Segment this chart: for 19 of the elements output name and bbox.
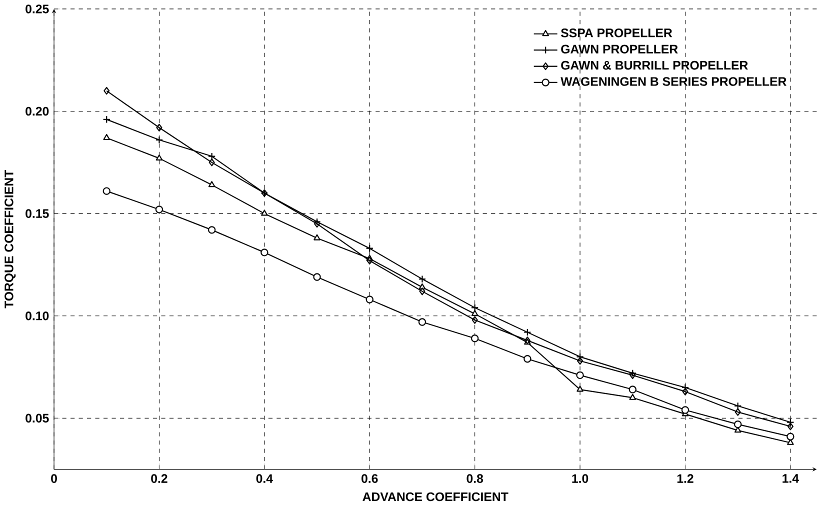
y-tick-label: 0.20 xyxy=(26,107,49,116)
y-tick-label: 0.15 xyxy=(26,209,49,218)
legend-label: SSPA PROPELLER xyxy=(560,28,672,38)
x-tick-label: 0.8 xyxy=(466,474,484,484)
x-tick-label: 0.4 xyxy=(256,474,273,484)
y-tick-label: 0.10 xyxy=(26,312,49,320)
legend-label: WAGENINGEN B SERIES PROPELLER xyxy=(560,77,786,86)
legend-label: GAWN & BURRILL PROPELLER xyxy=(561,61,748,70)
y-tick-label: 0.05 xyxy=(26,414,49,423)
x-tick-label: 1.2 xyxy=(677,474,694,483)
x-tick-label: 0.6 xyxy=(362,474,378,484)
x-axis-title: ADVANCE COEFFICIENT xyxy=(362,492,508,502)
y-axis-title: TORQUE COEFFICIENT xyxy=(4,170,16,308)
x-tick-label: 0.2 xyxy=(151,474,168,484)
y-tick-label: 0.25 xyxy=(26,4,49,14)
legend-label: GAWN PROPELLER xyxy=(561,44,678,54)
x-tick-label: 0 xyxy=(51,474,57,484)
x-tick-label: 1.4 xyxy=(782,474,799,483)
x-tick-label: 1.0 xyxy=(572,474,588,484)
